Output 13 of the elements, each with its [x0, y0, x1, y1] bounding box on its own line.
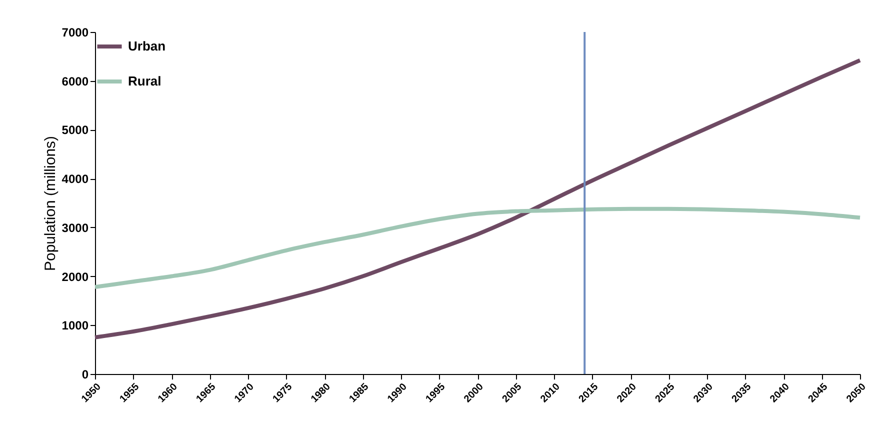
- y-tick-label: 3000: [62, 220, 89, 235]
- line-series: [93, 206, 862, 290]
- y-tick-label: 2000: [62, 270, 89, 284]
- legend-label: Urban: [128, 38, 166, 54]
- y-tick-label: 4000: [62, 172, 89, 186]
- y-axis-title: Population (millions): [42, 136, 59, 272]
- line-series: [93, 58, 862, 340]
- y-tick-label: 0: [82, 368, 89, 382]
- y-tick-label: 5000: [62, 123, 89, 138]
- legend-label: Rural: [128, 74, 162, 88]
- y-tick-label: 7000: [62, 26, 89, 40]
- y-tick-label: 6000: [62, 74, 89, 88]
- y-tick-label: 1000: [62, 318, 89, 333]
